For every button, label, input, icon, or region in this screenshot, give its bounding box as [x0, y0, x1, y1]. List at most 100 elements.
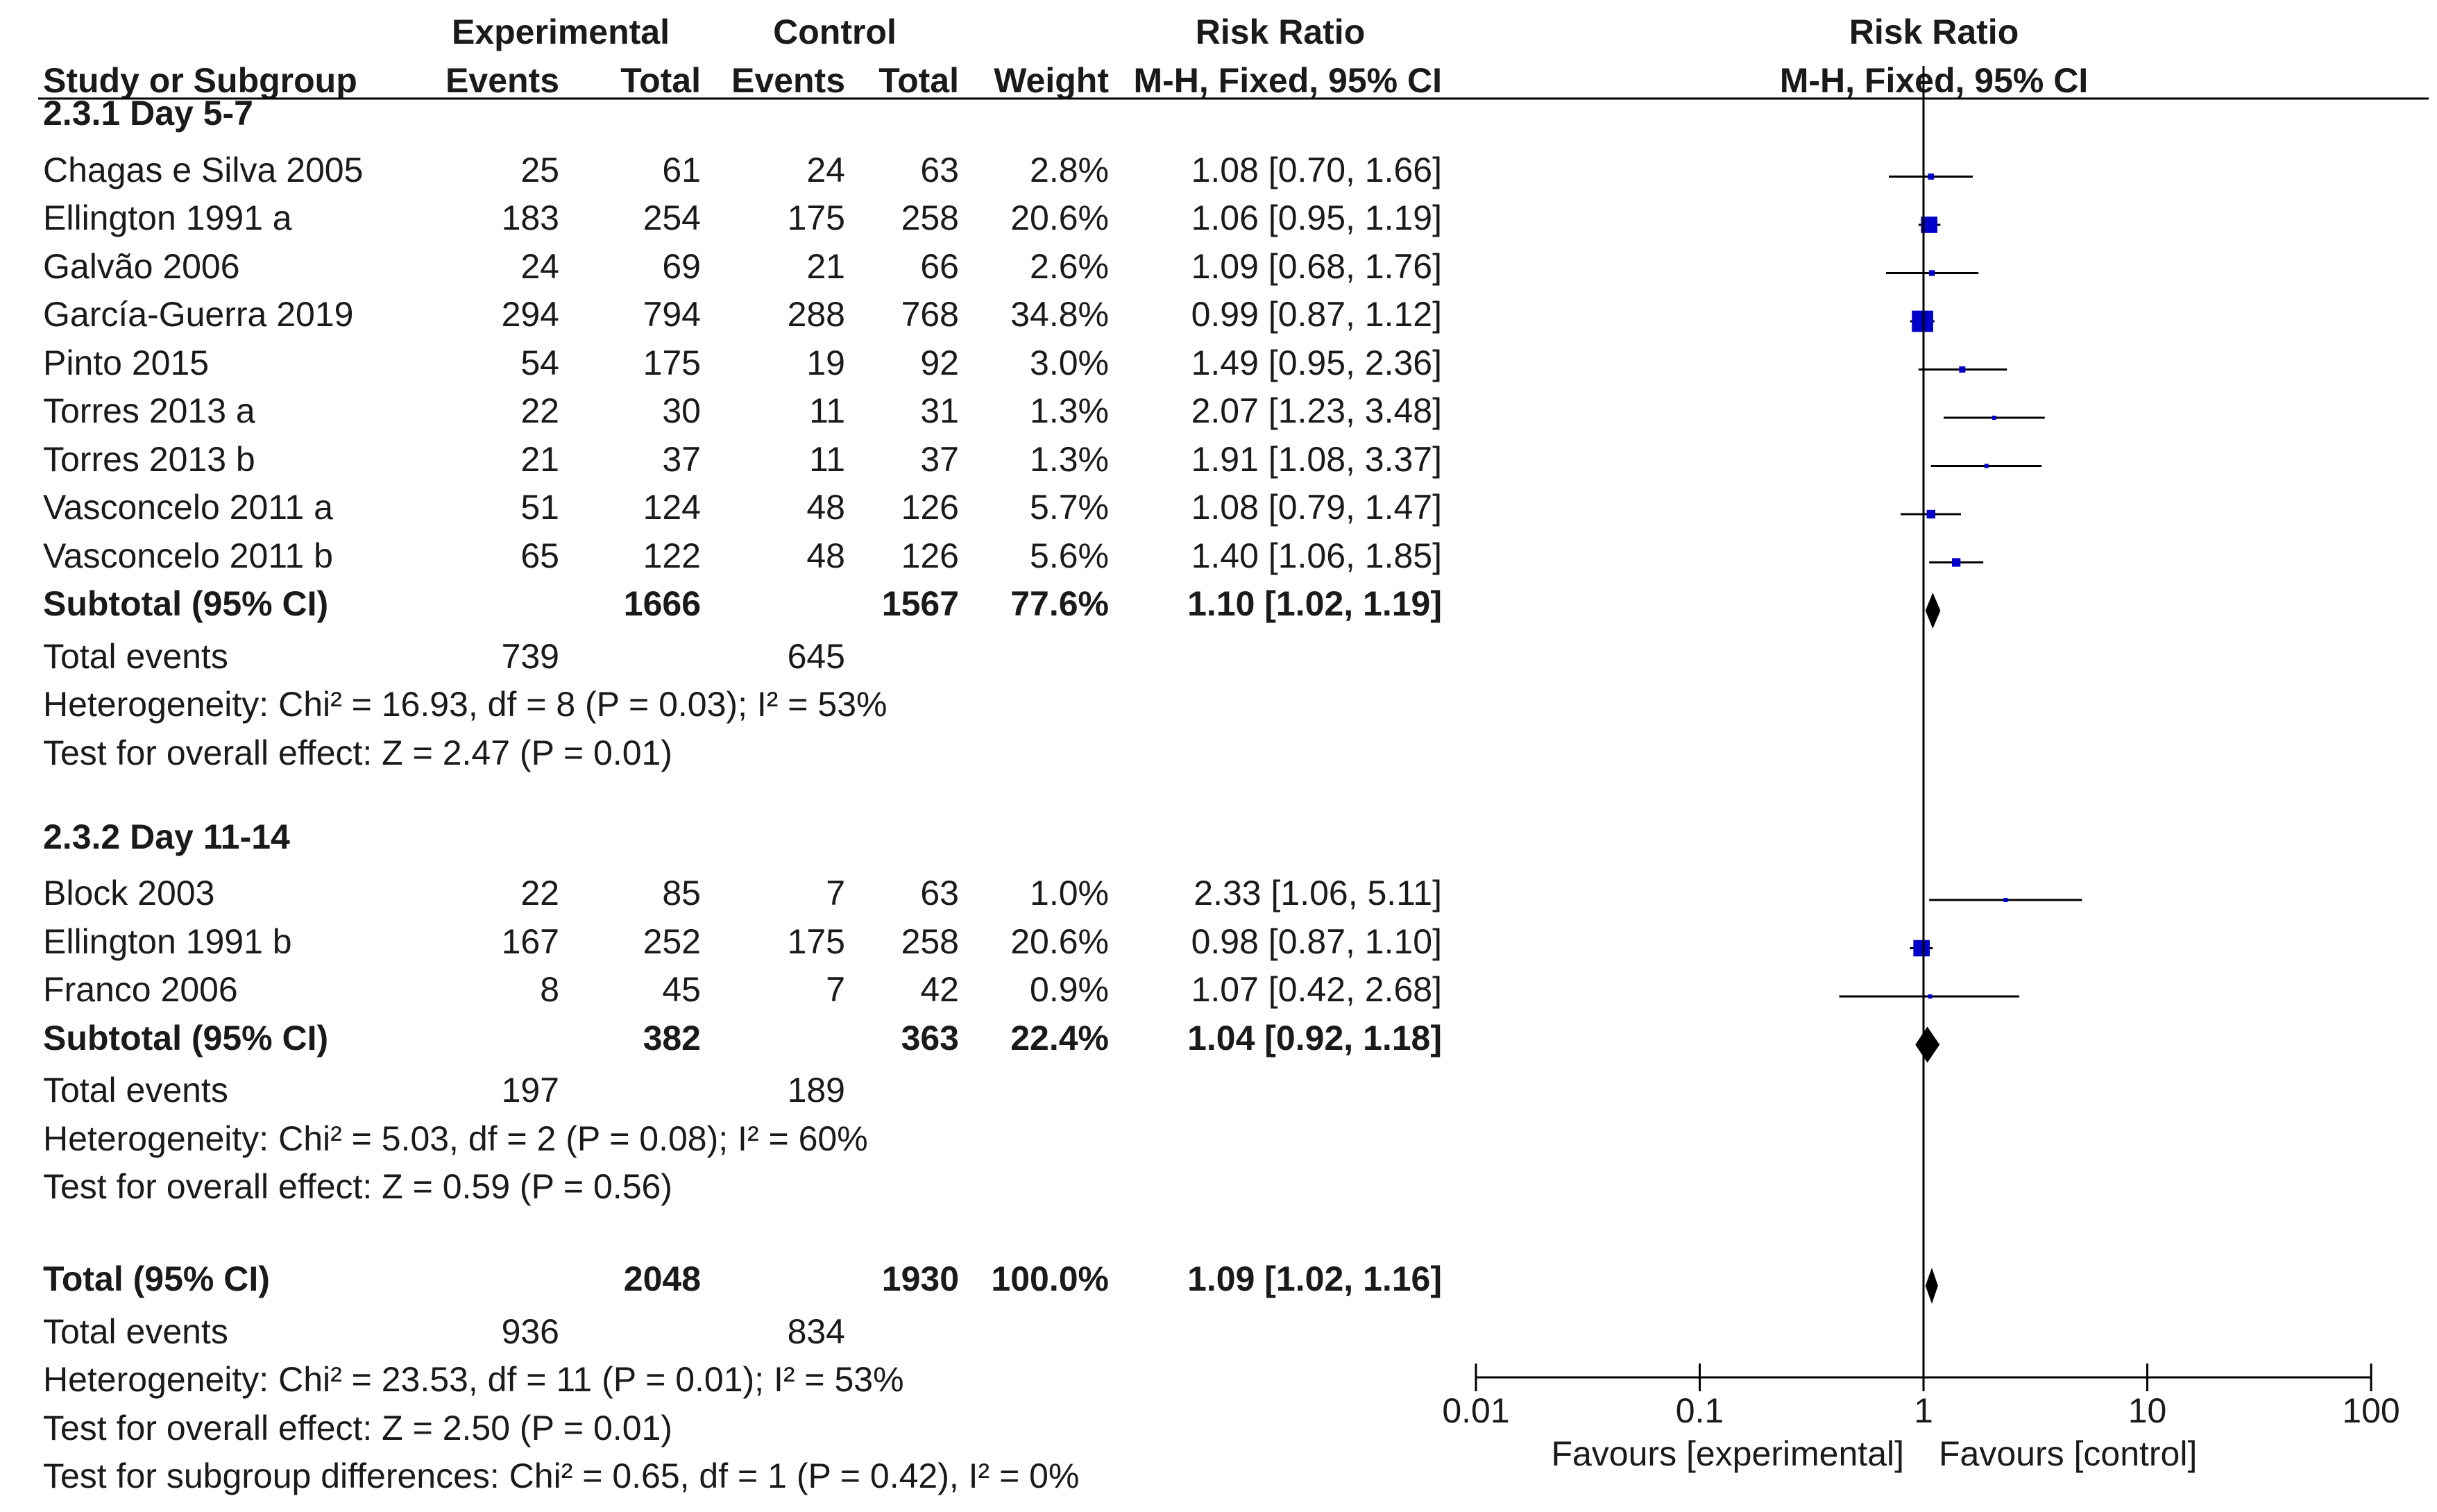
exp-events: 22 — [520, 391, 559, 430]
study-name: Ellington 1991 b — [43, 921, 292, 961]
risk-ratio-ci: 1.06 [0.95, 1.19] — [1191, 198, 1442, 237]
weight: 2.6% — [1030, 246, 1109, 286]
risk-ratio-ci: 1.08 [0.79, 1.47] — [1191, 488, 1442, 527]
header-control: Control — [773, 12, 897, 51]
subtotal-diamond — [1925, 593, 1941, 629]
ctl-total: 63 — [920, 874, 959, 912]
header-study: Study or Subgroup — [43, 61, 357, 100]
ctl-total: 63 — [920, 150, 959, 189]
study-marker — [1928, 270, 1935, 276]
ctl-total: 92 — [920, 343, 959, 382]
total-events-exp: 739 — [501, 636, 559, 676]
total-label: Total (95% CI) — [43, 1259, 270, 1298]
subtotal-ci: 1.04 [0.92, 1.18] — [1187, 1018, 1442, 1057]
total-events-ctl: 834 — [787, 1311, 845, 1351]
study-marker — [1959, 366, 1966, 373]
ctl-total: 126 — [901, 536, 959, 575]
header-exp-events: Events — [445, 61, 559, 100]
ctl-events: 48 — [806, 488, 845, 527]
study-marker — [1928, 173, 1935, 180]
study-marker — [2003, 898, 2008, 902]
subtotal-ctl-total: 363 — [901, 1018, 959, 1057]
subtotal-weight: 77.6% — [1010, 584, 1109, 623]
overall-effect: Test for overall effect: Z = 2.47 (P = 0… — [43, 733, 672, 772]
weight: 1.3% — [1030, 439, 1109, 479]
exp-total: 61 — [662, 150, 701, 189]
exp-events: 167 — [501, 921, 559, 961]
header-exp-total: Total — [620, 61, 701, 100]
exp-total: 85 — [662, 874, 701, 912]
ctl-events: 175 — [787, 921, 845, 961]
ctl-events: 11 — [809, 391, 845, 430]
risk-ratio-ci: 1.40 [1.06, 1.85] — [1191, 536, 1442, 575]
heterogeneity: Heterogeneity: Chi² = 5.03, df = 2 (P = … — [43, 1119, 868, 1158]
study-marker — [1951, 558, 1961, 567]
ctl-total: 42 — [920, 970, 959, 1009]
exp-events: 25 — [520, 150, 559, 189]
subgroup-differences: Test for subgroup differences: Chi² = 0.… — [43, 1456, 1080, 1495]
total-events-ctl: 645 — [787, 636, 845, 676]
overall-effect: Test for overall effect: Z = 0.59 (P = 0… — [43, 1167, 672, 1206]
ctl-events: 48 — [806, 536, 845, 575]
exp-total: 45 — [662, 970, 701, 1009]
total-ci: 1.09 [1.02, 1.16] — [1187, 1259, 1442, 1298]
subgroup-heading: 2.3.1 Day 5-7 — [43, 94, 253, 133]
total-heterogeneity: Heterogeneity: Chi² = 23.53, df = 11 (P … — [43, 1360, 904, 1399]
subtotal-weight: 22.4% — [1010, 1018, 1109, 1057]
ctl-total: 258 — [901, 921, 959, 961]
subgroup-heading: 2.3.2 Day 11-14 — [43, 817, 290, 856]
header-rr-method: M-H, Fixed, 95% CI — [1133, 61, 1442, 100]
risk-ratio-ci: 0.99 [0.87, 1.12] — [1191, 295, 1442, 334]
exp-events: 51 — [520, 488, 559, 527]
ctl-total: 66 — [920, 246, 959, 286]
x-tick-label: 0.1 — [1675, 1391, 1724, 1430]
study-name: Block 2003 — [43, 874, 215, 912]
study-name: Vasconcelo 2011 b — [43, 536, 333, 575]
exp-total: 254 — [643, 198, 701, 237]
heterogeneity: Heterogeneity: Chi² = 16.93, df = 8 (P =… — [43, 685, 888, 724]
ctl-events: 19 — [806, 343, 845, 382]
risk-ratio-ci: 2.33 [1.06, 5.11] — [1194, 874, 1442, 912]
header-plot-risk-ratio: Risk Ratio — [1849, 12, 2019, 51]
exp-total: 37 — [662, 439, 701, 479]
exp-total: 794 — [643, 295, 701, 334]
subtotal-label: Subtotal (95% CI) — [43, 1018, 329, 1057]
ctl-events: 11 — [809, 439, 845, 479]
total-events-ctl: 189 — [787, 1071, 845, 1110]
favours-experimental: Favours [experimental] — [1551, 1434, 1904, 1473]
ctl-events: 7 — [826, 970, 845, 1009]
total-events-exp: 936 — [501, 1311, 559, 1351]
total-exp-total: 2048 — [623, 1259, 701, 1298]
exp-total: 124 — [643, 488, 701, 527]
ctl-events: 288 — [787, 295, 845, 334]
exp-total: 175 — [643, 343, 701, 382]
header-ctl-total: Total — [878, 61, 959, 100]
exp-total: 252 — [643, 921, 701, 961]
risk-ratio-ci: 0.98 [0.87, 1.10] — [1191, 921, 1442, 961]
study-name: Franco 2006 — [43, 970, 238, 1009]
weight: 1.0% — [1030, 874, 1109, 912]
weight: 5.6% — [1030, 536, 1109, 575]
header-experimental: Experimental — [451, 12, 670, 51]
ctl-total: 768 — [901, 295, 959, 334]
risk-ratio-ci: 2.07 [1.23, 3.48] — [1191, 391, 1442, 430]
ctl-events: 24 — [806, 150, 845, 189]
exp-total: 69 — [662, 246, 701, 286]
header-plot-method: M-H, Fixed, 95% CI — [1779, 61, 2089, 100]
exp-total: 122 — [643, 536, 701, 575]
total-ctl-total: 1930 — [881, 1259, 959, 1298]
ctl-events: 175 — [787, 198, 845, 237]
weight: 5.7% — [1030, 488, 1109, 527]
weight: 20.6% — [1010, 921, 1109, 961]
study-name: García-Guerra 2019 — [43, 295, 354, 334]
total-events-label: Total events — [43, 636, 228, 676]
ctl-total: 258 — [901, 198, 959, 237]
study-name: Torres 2013 b — [43, 439, 255, 479]
weight: 2.8% — [1030, 150, 1109, 189]
subtotal-ctl-total: 1567 — [881, 584, 959, 623]
study-marker — [1921, 216, 1937, 233]
exp-events: 294 — [501, 295, 559, 334]
exp-events: 54 — [520, 343, 559, 382]
